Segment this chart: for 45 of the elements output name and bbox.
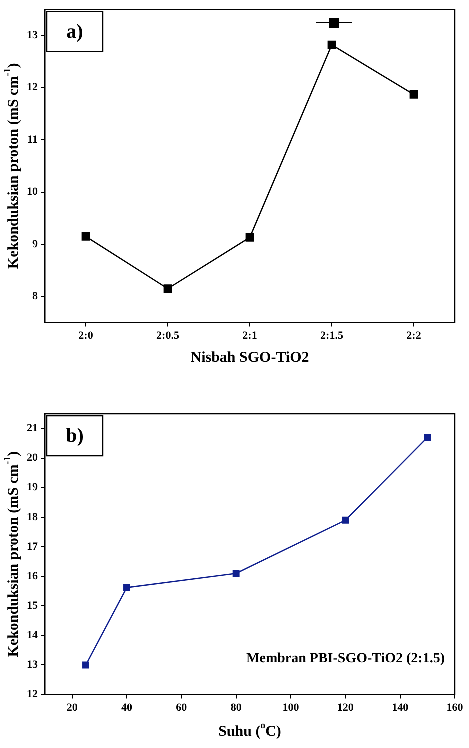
annotation: a): [66, 20, 84, 43]
y-axis-title: Kekonduksian proton (mS cm-1): [2, 451, 22, 658]
annotation: b): [66, 425, 84, 448]
y-tick-label: 18: [27, 511, 38, 524]
point: [328, 40, 336, 50]
y-tick-label: 19: [27, 482, 38, 494]
point: [424, 434, 432, 442]
x-tick-label: 120: [337, 702, 354, 714]
y-tick-label: 13: [27, 30, 38, 42]
point: [124, 584, 130, 592]
x-tick-label: 2:1: [242, 330, 258, 342]
x-axis-title: Nisbah SGO-TiO2: [190, 350, 310, 366]
x-tick-label: 2:1.5: [320, 330, 344, 342]
y-tick-label: 20: [27, 452, 38, 464]
point: [342, 516, 350, 524]
y-tick-label: 17: [27, 540, 38, 553]
y-tick-label: 14: [27, 630, 38, 642]
y-tick-label: 9: [32, 238, 38, 250]
x-tick-label: 20: [66, 702, 78, 714]
point: [232, 570, 240, 578]
x-tick-label: 160: [446, 702, 464, 714]
point: [82, 232, 90, 241]
y-tick-label: 12: [27, 82, 38, 94]
x-tick-label: 2:2: [406, 330, 422, 342]
x-tick-label: 2:0.5: [156, 330, 180, 342]
annotation: Membran PBI-SGO-TiO2 (2:1.5): [246, 651, 446, 666]
x-tick-label: 140: [392, 702, 410, 714]
y-tick-label: 16: [27, 570, 38, 582]
point: [82, 662, 90, 669]
x-tick-label: 100: [282, 702, 300, 714]
y-tick-label: 8: [32, 290, 38, 303]
y-axis-title: Kekonduksian proton (mS cm-1): [2, 63, 22, 270]
x-tick-label: 2:0: [78, 330, 94, 342]
x-tick-label: 40: [122, 702, 133, 714]
point: [164, 284, 172, 294]
y-tick-label: 15: [27, 600, 38, 612]
y-tick-label: 11: [28, 134, 38, 146]
y-tick-label: 12: [27, 688, 38, 701]
x-tick-label: 60: [176, 702, 188, 714]
y-tick-label: 21: [27, 422, 38, 435]
point: [410, 90, 418, 99]
y-tick-label: 13: [27, 659, 38, 672]
x-tick-label: 80: [230, 702, 242, 714]
point: [246, 234, 254, 242]
y-tick-label: 10: [27, 186, 38, 198]
